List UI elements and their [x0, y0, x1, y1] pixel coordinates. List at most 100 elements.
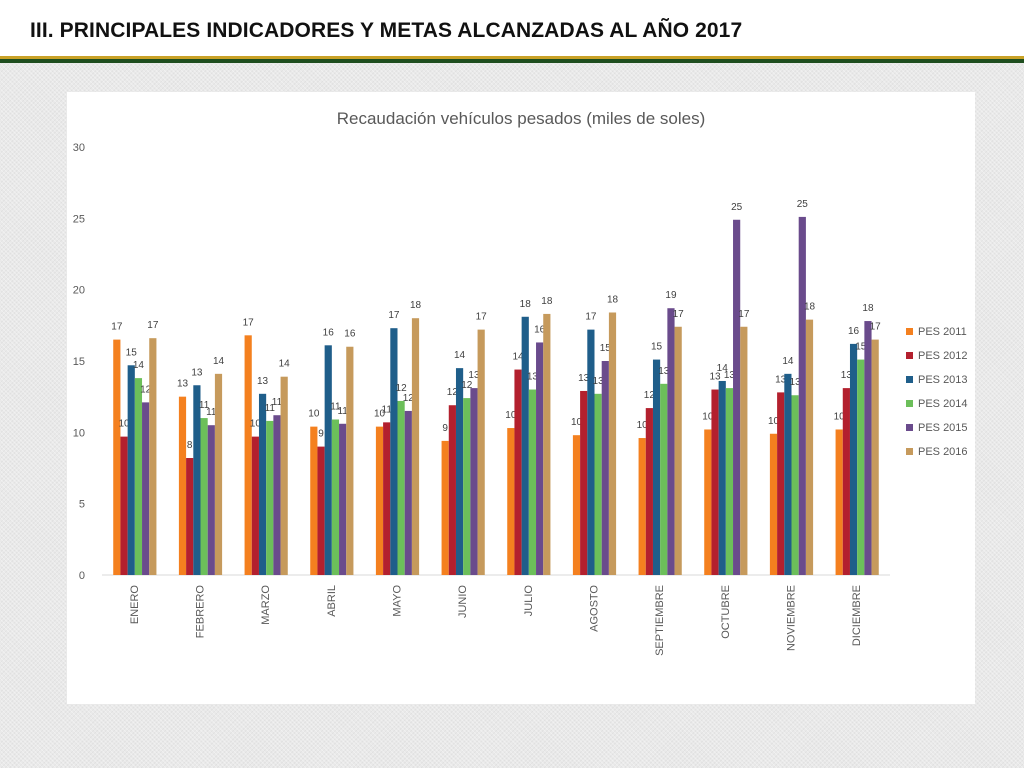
bar — [791, 395, 799, 575]
bar — [244, 335, 252, 575]
legend-label: PES 2012 — [918, 350, 968, 362]
data-label: 15 — [855, 342, 867, 353]
bar — [273, 415, 281, 575]
bar — [455, 368, 464, 575]
bar — [448, 405, 456, 575]
data-label: 16 — [848, 326, 860, 337]
bar — [477, 329, 485, 575]
legend-swatch — [906, 376, 913, 383]
y-tick-label: 25 — [73, 213, 85, 225]
x-tick-label: JULIO — [523, 585, 535, 617]
bar — [470, 388, 478, 575]
bar — [572, 435, 581, 575]
bar — [214, 373, 223, 575]
data-label: 18 — [520, 299, 532, 310]
data-label: 14 — [213, 356, 225, 367]
data-label: 17 — [111, 322, 123, 333]
bar — [543, 313, 551, 575]
data-label: 10 — [834, 411, 846, 422]
y-tick-label: 15 — [73, 356, 85, 368]
x-tick-label: DICIEMBRE — [851, 585, 863, 646]
bar — [842, 388, 850, 575]
data-label: 11 — [199, 400, 210, 411]
bar — [142, 402, 150, 575]
data-label: 17 — [585, 312, 597, 323]
bar — [207, 425, 215, 575]
legend-swatch — [906, 352, 913, 359]
y-tick-label: 10 — [73, 427, 85, 439]
data-label: 17 — [476, 312, 488, 323]
bar — [864, 321, 872, 575]
bar — [411, 318, 420, 575]
data-label: 13 — [578, 373, 590, 384]
data-label: 18 — [541, 296, 553, 307]
y-tick-label: 30 — [73, 142, 85, 154]
data-label: 15 — [600, 343, 612, 354]
data-label: 16 — [344, 329, 356, 340]
x-tick-label: NOVIEMBRE — [786, 585, 798, 651]
data-label: 12 — [447, 387, 459, 398]
data-label: 10 — [118, 419, 130, 430]
bar — [463, 398, 471, 575]
data-label: 14 — [279, 359, 291, 370]
x-tick-label: ABRIL — [326, 585, 338, 617]
bar — [200, 418, 208, 575]
y-tick-label: 20 — [73, 285, 85, 297]
bar — [339, 423, 347, 575]
data-label: 25 — [731, 202, 743, 213]
bar — [324, 345, 332, 575]
data-label: 10 — [768, 416, 780, 427]
data-label: 12 — [644, 390, 656, 401]
data-label: 17 — [738, 309, 750, 320]
data-label: 10 — [250, 419, 262, 430]
header-divider-gold — [0, 56, 1024, 59]
data-label: 13 — [775, 374, 787, 385]
data-label: 17 — [870, 322, 882, 333]
bar — [390, 328, 398, 575]
legend-swatch — [906, 328, 913, 335]
bar — [769, 433, 778, 575]
bar — [331, 419, 340, 575]
bar — [346, 346, 354, 575]
bar — [835, 429, 843, 575]
data-label: 11 — [206, 407, 217, 418]
bar — [601, 361, 609, 575]
data-label: 16 — [534, 324, 546, 335]
data-label: 10 — [308, 409, 320, 420]
bar — [871, 339, 879, 575]
data-label: 12 — [396, 383, 408, 394]
y-tick-label: 0 — [79, 570, 85, 582]
bar — [178, 396, 187, 575]
data-label: 14 — [133, 360, 145, 371]
data-label: 14 — [717, 363, 729, 374]
bar — [251, 436, 259, 575]
bar — [149, 338, 157, 575]
data-label: 18 — [410, 300, 422, 311]
data-label: 11 — [272, 397, 283, 408]
data-label: 13 — [790, 377, 802, 388]
bar — [740, 326, 748, 575]
data-label: 25 — [797, 199, 809, 210]
data-label: 15 — [651, 342, 663, 353]
legend-label: PES 2016 — [918, 446, 968, 458]
bar — [441, 440, 449, 575]
bar — [718, 380, 726, 575]
bar — [784, 373, 792, 575]
bar — [711, 389, 719, 575]
data-label: 17 — [147, 320, 159, 331]
x-tick-label: JUNIO — [457, 585, 469, 618]
data-label: 10 — [505, 410, 517, 421]
slide-title: III. PRINCIPALES INDICADORES Y METAS ALC… — [30, 19, 743, 42]
data-label: 9 — [318, 429, 324, 440]
bar — [667, 308, 675, 575]
bar — [857, 359, 865, 575]
x-tick-label: AGOSTO — [589, 585, 601, 632]
bar — [266, 420, 274, 575]
bar — [280, 376, 288, 575]
header-divider-green — [0, 59, 1024, 63]
legend-swatch — [906, 400, 913, 407]
bar — [652, 359, 661, 575]
data-label: 11 — [265, 403, 276, 414]
data-label: 11 — [337, 406, 348, 417]
bar — [805, 319, 814, 575]
